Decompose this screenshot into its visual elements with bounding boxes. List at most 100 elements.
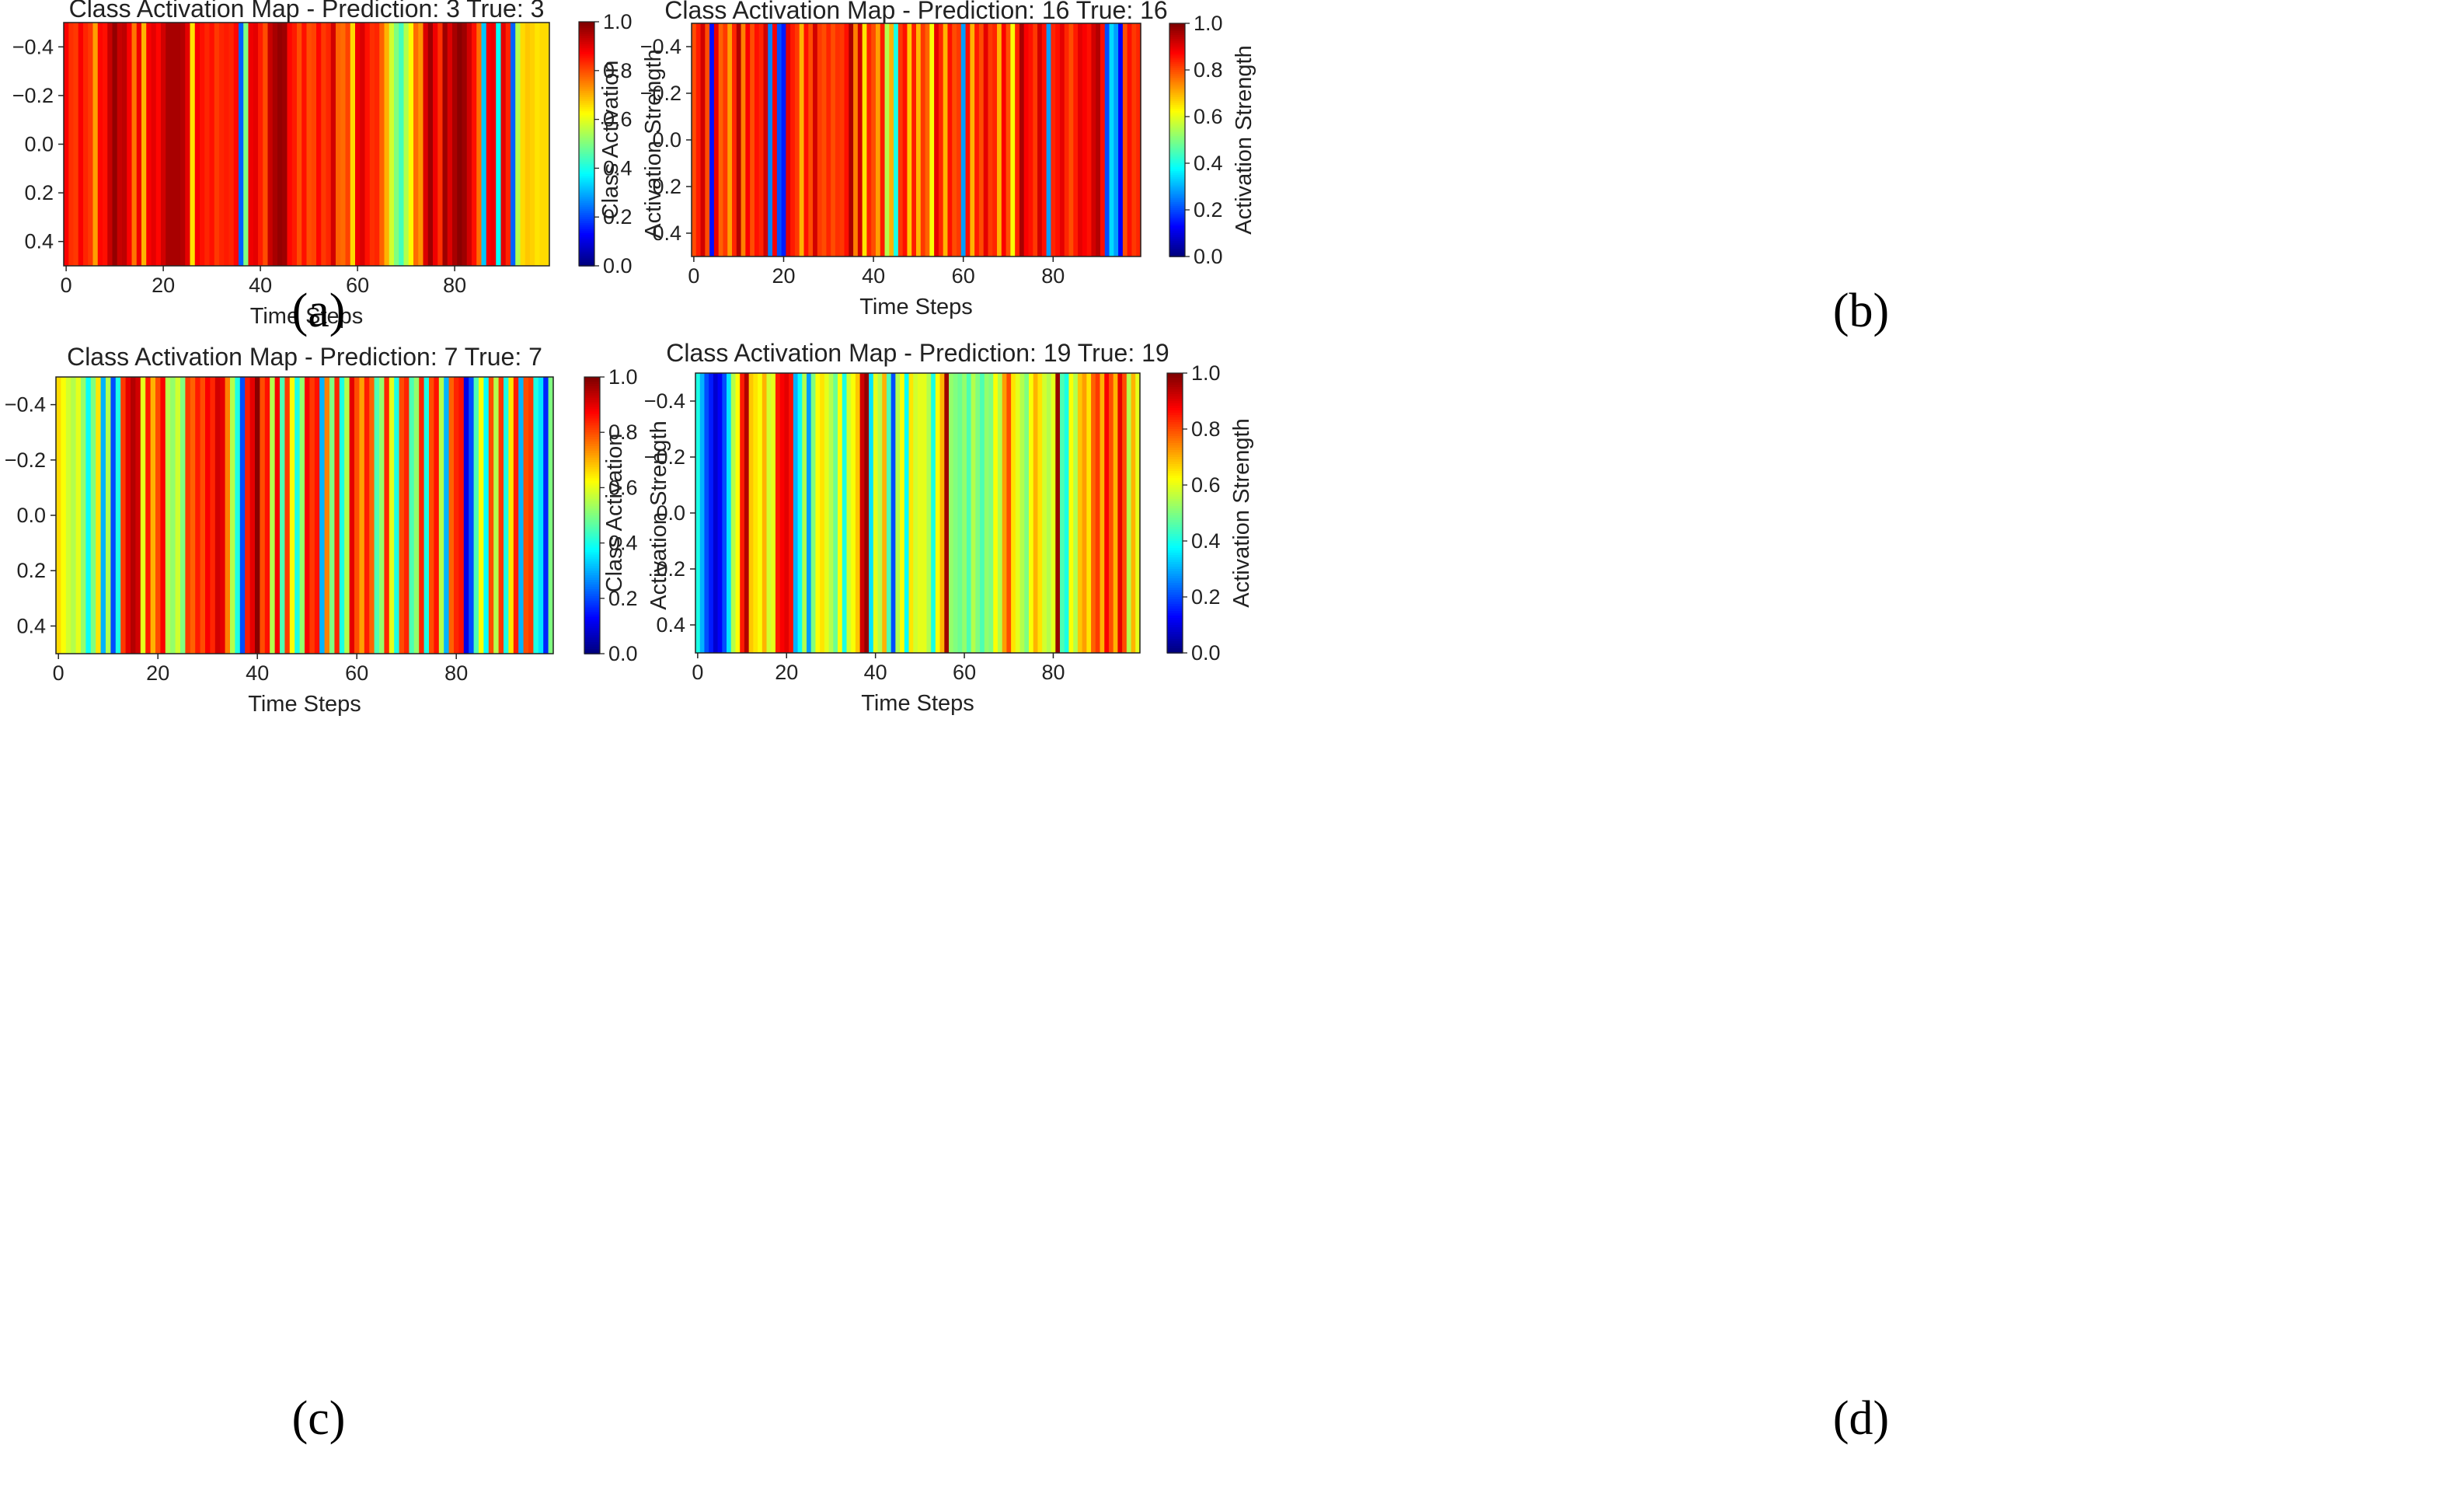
- heatmap-cell: [862, 23, 868, 256]
- colorbar-segment: [584, 621, 600, 625]
- colorbar-segment: [1169, 231, 1185, 234]
- colorbar-segment: [1167, 583, 1183, 586]
- heatmap-cell: [799, 23, 805, 256]
- colorbar-segment: [1169, 145, 1185, 148]
- colorbar-segment: [1169, 171, 1185, 174]
- colorbar-segment: [584, 418, 600, 422]
- colorbar-segment: [584, 626, 600, 630]
- y-tick-label: 0.4: [652, 222, 681, 245]
- colorbar-segment: [1169, 179, 1185, 182]
- heatmap-cell: [1122, 373, 1127, 653]
- heatmap-cell: [438, 377, 444, 654]
- colorbar-segment: [584, 561, 600, 565]
- colorbar-segment: [579, 174, 594, 177]
- heatmap-cell: [493, 377, 500, 654]
- heatmap-cell: [85, 377, 92, 654]
- colorbar-segment: [584, 584, 600, 588]
- colorbar-segment: [1169, 194, 1185, 197]
- heatmap-cell: [1096, 23, 1101, 256]
- x-tick-label: 20: [146, 661, 169, 685]
- y-tick-label: 0.4: [656, 613, 685, 637]
- heatmap-cell: [939, 373, 945, 653]
- colorbar-segment: [584, 487, 600, 491]
- colorbar-segment: [584, 490, 600, 494]
- colorbar-segment: [584, 446, 600, 449]
- colorbar-segment: [1167, 464, 1183, 467]
- heatmap-cell: [389, 377, 395, 654]
- colorbar-segment: [579, 184, 594, 187]
- y-tick-label: 0.2: [656, 557, 685, 581]
- colorbar-segment: [584, 402, 600, 406]
- heatmap-cell: [448, 377, 455, 654]
- heatmap-cell: [1046, 373, 1052, 653]
- heatmap-cell: [1126, 373, 1132, 653]
- colorbar-segment: [1167, 613, 1183, 616]
- colorbar-segment: [584, 593, 600, 597]
- colorbar-segment: [579, 76, 594, 80]
- heatmap-cell: [1006, 373, 1012, 653]
- colorbar-segment: [1169, 105, 1185, 108]
- heatmap-cell: [316, 23, 322, 266]
- colorbar-tick-label: 0.2: [603, 205, 633, 229]
- colorbar-segment: [584, 425, 600, 429]
- y-tick-label: 0.4: [24, 230, 54, 253]
- heatmap-cell: [857, 23, 863, 256]
- colorbar-tick-label: 0.4: [603, 156, 633, 180]
- panel-caption: (b): [1833, 284, 1889, 337]
- heatmap-cell: [294, 377, 301, 654]
- colorbar-segment: [1169, 254, 1185, 257]
- colorbar-segment: [1167, 560, 1183, 563]
- chart-title: Class Activation Map - Prediction: 3 Tru…: [69, 0, 545, 23]
- colorbar-segment: [1169, 192, 1185, 195]
- colorbar-segment: [584, 536, 600, 539]
- x-axis-label: Time Steps: [859, 295, 973, 319]
- x-tick-label: 80: [443, 274, 466, 297]
- colorbar-segment: [1169, 89, 1185, 92]
- colorbar-segment: [1169, 97, 1185, 100]
- colorbar-segment: [579, 186, 594, 190]
- colorbar-segment: [579, 229, 594, 232]
- colorbar-segment: [584, 383, 600, 387]
- colorbar-segment: [584, 607, 600, 611]
- colorbar-segment: [1169, 206, 1185, 209]
- colorbar-segment: [579, 52, 594, 55]
- heatmap-cell: [418, 23, 424, 266]
- colorbar-segment: [579, 227, 594, 230]
- colorbar-segment: [1169, 79, 1185, 82]
- heatmap-cell: [1086, 373, 1092, 653]
- heatmap-cell: [997, 23, 1002, 256]
- heatmap-cell: [533, 377, 539, 654]
- heatmap-cell: [692, 23, 697, 256]
- heatmap-cell: [974, 23, 980, 256]
- heatmap-cell: [944, 373, 950, 653]
- colorbar-segment: [1169, 75, 1185, 79]
- colorbar-segment: [1169, 128, 1185, 131]
- heatmap-cell: [871, 23, 877, 256]
- heatmap-cell: [1005, 23, 1011, 256]
- heatmap-cell: [1091, 373, 1096, 653]
- colorbar-segment: [579, 170, 594, 173]
- heatmap-cell: [496, 23, 502, 266]
- colorbar-segment: [584, 550, 600, 553]
- heatmap-cell: [1113, 373, 1118, 653]
- colorbar-segment: [584, 499, 600, 502]
- colorbar-segment: [579, 75, 594, 78]
- heatmap-cell: [1086, 23, 1093, 256]
- colorbar-segment: [1169, 78, 1185, 81]
- heatmap-cell: [807, 373, 812, 653]
- colorbar-segment: [1169, 153, 1185, 156]
- colorbar-segment: [1169, 113, 1185, 116]
- colorbar-segment: [579, 223, 594, 226]
- heatmap-cell: [225, 377, 231, 654]
- heatmap-cell: [437, 23, 444, 266]
- heatmap-cell: [319, 377, 326, 654]
- x-tick-label: 60: [953, 661, 976, 684]
- colorbar-segment: [579, 164, 594, 167]
- heatmap-cell: [83, 23, 89, 266]
- colorbar-segment: [579, 145, 594, 149]
- colorbar-segment: [1167, 599, 1183, 602]
- heatmap-cell: [277, 23, 283, 266]
- panel-caption: (d): [1833, 1392, 1889, 1445]
- heatmap-cell: [768, 23, 773, 256]
- colorbar-segment: [1167, 420, 1183, 423]
